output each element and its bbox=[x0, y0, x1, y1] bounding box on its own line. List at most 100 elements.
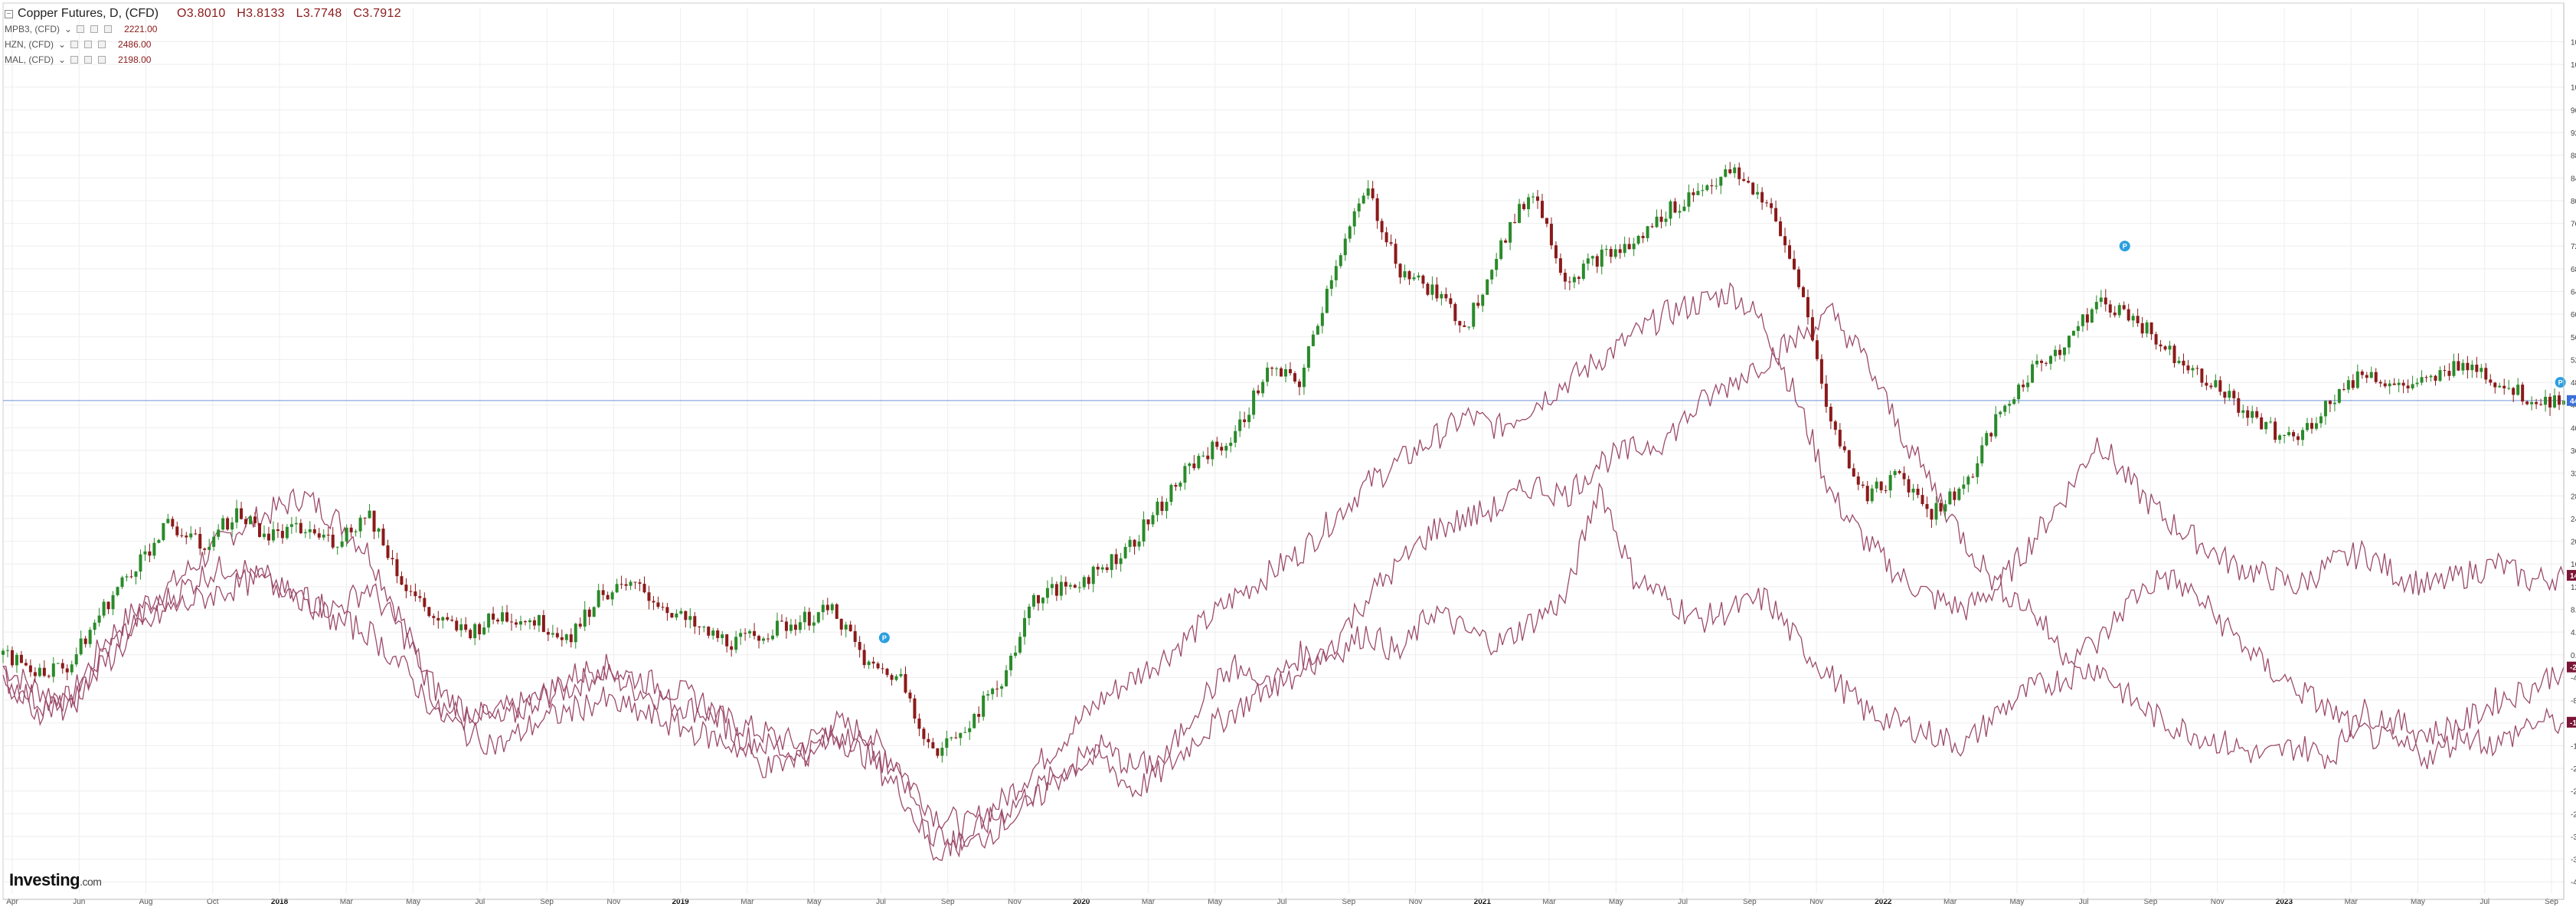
candle-body bbox=[982, 695, 986, 717]
candle-body bbox=[1091, 566, 1095, 584]
candle-body bbox=[2287, 432, 2291, 436]
visibility-icon[interactable] bbox=[70, 56, 79, 64]
candle-body bbox=[1737, 167, 1741, 179]
candle-body bbox=[253, 516, 257, 523]
candle-body bbox=[2104, 297, 2107, 305]
candle-body bbox=[2452, 361, 2456, 376]
y-tick-label: -20.00% bbox=[2571, 765, 2576, 774]
y-tick-label: 92.00% bbox=[2571, 129, 2576, 138]
collapse-icon[interactable]: − bbox=[5, 9, 13, 18]
candle-body bbox=[2397, 382, 2401, 385]
x-tick-label: Nov bbox=[1008, 898, 1022, 906]
candle-body bbox=[711, 630, 715, 636]
candle-body bbox=[2191, 368, 2195, 371]
candle-body bbox=[15, 654, 18, 666]
settings-icon[interactable] bbox=[84, 41, 93, 48]
candle-body bbox=[1962, 484, 1966, 489]
candle-body bbox=[2012, 399, 2016, 404]
event-marker-icon[interactable]: P bbox=[2555, 377, 2566, 388]
remove-icon[interactable] bbox=[98, 41, 106, 48]
event-marker-icon[interactable]: P bbox=[2119, 241, 2130, 252]
candle-body bbox=[2388, 383, 2391, 387]
candle-body bbox=[793, 624, 797, 630]
event-markers[interactable]: P P P bbox=[878, 241, 2566, 643]
candle-body bbox=[2081, 314, 2084, 326]
x-tick-label: Nov bbox=[1409, 898, 1423, 906]
compare-name[interactable]: HZN, (CFD) bbox=[5, 39, 54, 50]
candle-body bbox=[1283, 368, 1287, 377]
investing-logo[interactable]: Investing.com bbox=[9, 870, 102, 890]
candle-body bbox=[1257, 390, 1260, 394]
instrument-title[interactable]: Copper Futures, D, (CFD) bbox=[18, 7, 159, 20]
x-tick-label: Jul bbox=[876, 898, 886, 906]
candle-body bbox=[679, 611, 683, 614]
candle-body bbox=[240, 508, 244, 519]
candle-body bbox=[977, 714, 981, 717]
candle-body bbox=[1467, 326, 1471, 328]
y-tick-label: 24.00% bbox=[2571, 516, 2576, 524]
compare-name[interactable]: MAL, (CFD) bbox=[5, 54, 54, 65]
candle-body bbox=[409, 591, 413, 592]
settings-icon[interactable] bbox=[90, 25, 99, 33]
remove-icon[interactable] bbox=[98, 56, 106, 64]
candle-body bbox=[1861, 484, 1865, 486]
candle-body bbox=[368, 510, 371, 519]
candle-body bbox=[1068, 584, 1072, 587]
candle-body bbox=[235, 508, 239, 522]
x-tick-label: May bbox=[2009, 898, 2024, 906]
candle-body bbox=[5, 650, 9, 651]
event-marker-icon[interactable]: P bbox=[878, 632, 890, 643]
candle-body bbox=[633, 581, 637, 583]
candle-body bbox=[2457, 361, 2460, 371]
candle-body bbox=[1476, 303, 1480, 306]
candle-body bbox=[1403, 271, 1407, 278]
x-tick-label: Sep bbox=[941, 898, 955, 906]
dropdown-icon[interactable]: ⌄ bbox=[58, 54, 67, 65]
candle-body bbox=[1971, 476, 1975, 478]
candle-body bbox=[523, 620, 527, 623]
candle-body bbox=[2058, 349, 2061, 355]
compare-name[interactable]: MPB3, (CFD) bbox=[5, 24, 60, 34]
candle-body bbox=[1229, 442, 1233, 447]
candle-body bbox=[904, 673, 907, 693]
remove-icon[interactable] bbox=[104, 25, 113, 33]
settings-icon[interactable] bbox=[84, 56, 93, 64]
candle-body bbox=[1710, 185, 1714, 187]
candle-body bbox=[569, 634, 573, 643]
candle-body bbox=[2177, 360, 2181, 363]
candle-body bbox=[386, 545, 390, 558]
candle-body bbox=[1041, 598, 1044, 604]
candle-body bbox=[835, 604, 839, 619]
candle-body bbox=[1018, 637, 1022, 653]
candle-body bbox=[963, 732, 967, 733]
candle-body bbox=[38, 667, 41, 676]
visibility-icon[interactable] bbox=[77, 25, 85, 33]
visibility-icon[interactable] bbox=[70, 41, 79, 48]
candle-body bbox=[830, 604, 834, 611]
candle-body bbox=[395, 559, 399, 577]
dropdown-icon[interactable]: ⌄ bbox=[64, 24, 73, 34]
candle-body bbox=[1059, 581, 1063, 596]
candle-body bbox=[2237, 398, 2241, 413]
candle-body bbox=[1073, 584, 1077, 588]
candle-body bbox=[1879, 481, 1883, 490]
candle-body bbox=[294, 522, 298, 525]
candle-body bbox=[2127, 309, 2130, 321]
candle-body bbox=[1366, 188, 1370, 196]
candle-body bbox=[537, 614, 541, 626]
candle-body bbox=[1407, 271, 1411, 280]
y-tick-label: 20.00% bbox=[2571, 539, 2576, 547]
y-tick-label: 88.00% bbox=[2571, 152, 2576, 161]
candle-body bbox=[853, 630, 857, 642]
y-tick-label: -36.00% bbox=[2571, 856, 2576, 865]
dropdown-icon[interactable]: ⌄ bbox=[57, 39, 67, 50]
y-tick-label: 104.00% bbox=[2571, 61, 2576, 70]
candle-body bbox=[1856, 476, 1860, 485]
x-tick-label: Jul bbox=[1277, 898, 1287, 906]
candle-body bbox=[308, 529, 312, 532]
candle-body bbox=[890, 675, 894, 680]
candle-body bbox=[1999, 411, 2002, 414]
candle-body bbox=[1957, 488, 1961, 500]
candle-body bbox=[1558, 258, 1562, 273]
